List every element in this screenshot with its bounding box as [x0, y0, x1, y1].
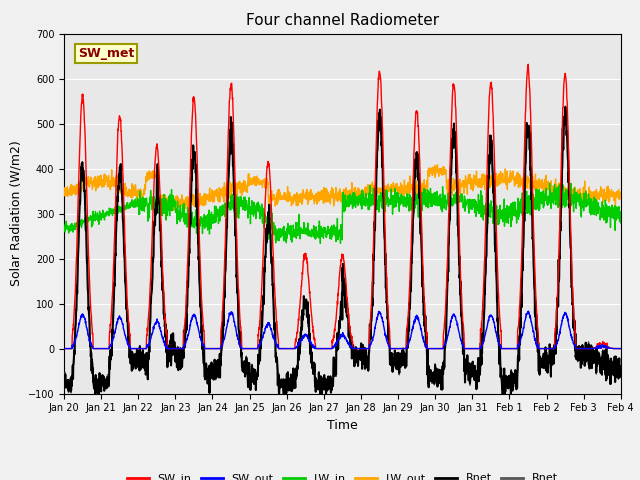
LW_out	[60, 185, 68, 191]
Line: SW_in: SW_in	[64, 64, 621, 348]
SW_out	[525, 308, 532, 314]
LW_in	[617, 220, 625, 226]
LW_out	[505, 178, 513, 184]
SW_in	[358, 346, 366, 351]
Title: Four channel Radiometer: Four channel Radiometer	[246, 13, 439, 28]
SW_out	[60, 346, 68, 351]
Rnet	[584, 353, 591, 359]
LW_out	[617, 196, 625, 202]
Rnet	[568, 282, 576, 288]
LW_out	[216, 187, 223, 193]
SW_out	[504, 346, 512, 351]
LW_in	[216, 212, 223, 218]
LW_out	[184, 209, 191, 215]
SW_out	[216, 346, 223, 351]
SW_in	[371, 207, 378, 213]
Rnet	[359, 342, 367, 348]
Rnet	[275, 393, 283, 399]
Line: Rnet: Rnet	[64, 107, 621, 396]
LW_out	[371, 186, 379, 192]
SW_out	[568, 334, 575, 340]
LW_in	[317, 240, 324, 246]
SW_out	[617, 346, 625, 351]
LW_in	[568, 201, 576, 206]
Text: SW_met: SW_met	[78, 47, 134, 60]
LW_out	[568, 198, 576, 204]
Y-axis label: Solar Radiation (W/m2): Solar Radiation (W/m2)	[9, 141, 22, 287]
LW_in	[546, 180, 554, 186]
SW_in	[524, 61, 532, 67]
SW_in	[216, 346, 223, 351]
X-axis label: Time: Time	[327, 419, 358, 432]
Rnet	[504, 385, 512, 391]
Rnet	[561, 104, 569, 110]
Rnet	[275, 393, 283, 399]
LW_in	[359, 188, 367, 194]
SW_out	[358, 346, 366, 351]
LW_in	[60, 226, 68, 232]
Line: SW_out: SW_out	[64, 311, 621, 348]
Rnet	[60, 386, 68, 392]
LW_out	[584, 193, 591, 199]
Rnet	[371, 228, 379, 233]
SW_in	[568, 263, 575, 269]
SW_in	[617, 346, 625, 351]
Rnet	[617, 372, 625, 378]
Legend: SW_in, SW_out, LW_in, LW_out, Rnet, Rnet: SW_in, SW_out, LW_in, LW_out, Rnet, Rnet	[122, 469, 563, 480]
SW_out	[584, 346, 591, 351]
SW_out	[371, 328, 378, 334]
SW_in	[504, 346, 512, 351]
LW_out	[359, 192, 367, 198]
Rnet	[584, 354, 591, 360]
SW_in	[584, 346, 591, 351]
Rnet	[568, 283, 576, 289]
SW_in	[60, 346, 68, 351]
Rnet	[617, 372, 625, 378]
Rnet	[504, 385, 512, 391]
Line: LW_in: LW_in	[64, 183, 621, 243]
Rnet	[371, 228, 379, 233]
Rnet	[561, 103, 569, 109]
LW_out	[433, 162, 441, 168]
Rnet	[60, 385, 68, 391]
Rnet	[216, 372, 223, 378]
LW_in	[584, 203, 591, 208]
Line: LW_out: LW_out	[64, 165, 621, 212]
Rnet	[216, 373, 223, 379]
Rnet	[359, 342, 367, 348]
LW_in	[504, 220, 512, 226]
LW_in	[371, 196, 379, 202]
Line: Rnet: Rnet	[64, 106, 621, 396]
